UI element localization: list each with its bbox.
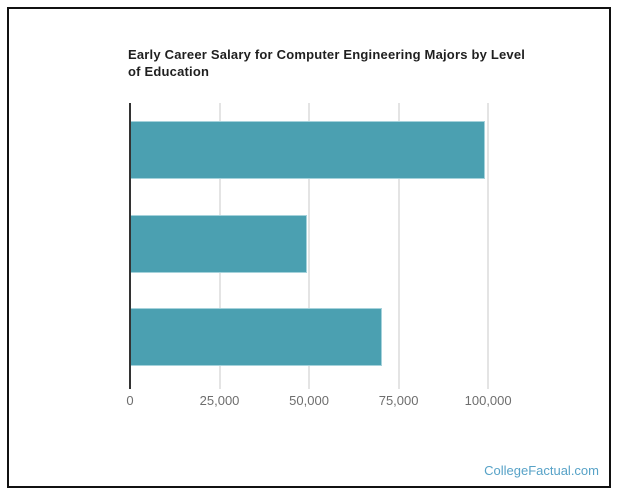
- bar-row: [130, 197, 515, 291]
- salary-bar: [130, 214, 307, 273]
- plot-area: 0 25,000 50,000 75,000 100,000: [126, 103, 515, 408]
- collegefactual-link[interactable]: CollegeFactual.com: [484, 463, 599, 478]
- gridline: [398, 103, 400, 389]
- x-tick-label: 50,000: [289, 393, 329, 408]
- bar-row: [130, 103, 515, 197]
- chart-title: Early Career Salary for Computer Enginee…: [128, 47, 526, 79]
- x-tick-label: 25,000: [199, 393, 240, 408]
- salary-bar: [130, 120, 485, 179]
- chart-frame: Early Career Salary for Computer Enginee…: [7, 7, 611, 488]
- x-tick-label: 100,000: [464, 393, 512, 408]
- bars-layer: [130, 103, 515, 384]
- x-tick-label: 0: [126, 393, 134, 408]
- gridline: [308, 103, 310, 389]
- bar-row: [130, 290, 515, 384]
- gridline: [487, 103, 489, 389]
- salary-bar: [130, 308, 383, 367]
- x-tick-label: 75,000: [378, 393, 419, 408]
- y-axis-line: [129, 103, 131, 389]
